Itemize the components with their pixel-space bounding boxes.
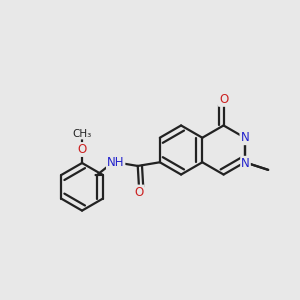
Text: O: O	[134, 185, 144, 199]
Text: N: N	[241, 157, 250, 170]
Text: N: N	[241, 131, 249, 144]
Text: O: O	[77, 143, 87, 156]
Text: NH: NH	[107, 156, 124, 169]
Text: O: O	[219, 93, 228, 106]
Text: CH₃: CH₃	[72, 129, 92, 139]
